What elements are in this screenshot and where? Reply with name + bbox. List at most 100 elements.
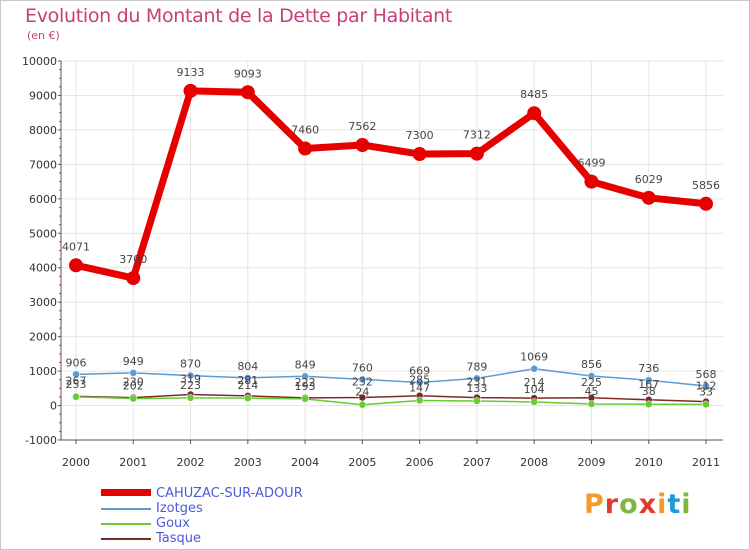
data-label: 45 (584, 385, 598, 398)
legend-swatch-tasque (101, 538, 151, 540)
data-point-1 (358, 375, 367, 384)
logo-letter: i (681, 489, 692, 520)
data-label: 789 (466, 360, 487, 373)
data-label: 232 (352, 376, 373, 389)
logo-letter: i (657, 489, 668, 520)
logo-letter: r (604, 489, 620, 520)
x-tick-label: 2001 (119, 456, 147, 469)
data-label: 7460 (291, 124, 319, 137)
x-tick-label: 2005 (348, 456, 376, 469)
data-label: 214 (237, 379, 258, 392)
data-label: 669 (409, 364, 430, 377)
data-label: 568 (696, 368, 717, 381)
data-label: 856 (581, 358, 602, 371)
x-tick-label: 2010 (635, 456, 663, 469)
data-point-2 (129, 394, 138, 403)
y-tick-label: 6000 (29, 193, 57, 206)
data-label: 8485 (520, 88, 548, 101)
data-label: 7312 (463, 129, 491, 142)
data-point-0 (527, 106, 542, 121)
data-label: 849 (295, 358, 316, 371)
data-point-2 (415, 396, 424, 405)
data-point-0 (69, 258, 83, 273)
data-label: 319 (180, 373, 201, 386)
logo-letter: t (667, 489, 682, 520)
data-label: 33 (699, 385, 713, 398)
data-point-1 (72, 370, 80, 379)
data-point-1 (473, 374, 481, 383)
data-point-1 (644, 376, 653, 384)
x-tick-label: 2008 (520, 456, 548, 469)
data-point-1 (530, 364, 538, 373)
data-point-2 (244, 394, 252, 402)
legend-swatch-izotges (101, 508, 151, 510)
x-tick-label: 2002 (177, 456, 205, 469)
data-label: 5856 (692, 179, 720, 192)
data-point-0 (126, 271, 141, 286)
data-label: 6029 (635, 173, 663, 186)
legend-swatch-cahuzac (101, 489, 151, 496)
data-label: 214 (524, 376, 545, 389)
x-tick-label: 2009 (577, 456, 605, 469)
data-label: 285 (409, 374, 430, 387)
y-tick-label: 5000 (29, 227, 57, 240)
data-point-1 (301, 372, 309, 381)
data-point-1 (244, 374, 252, 382)
data-label: 760 (352, 361, 373, 374)
data-point-0 (240, 85, 255, 100)
data-label: 253 (66, 378, 87, 391)
data-label: 38 (642, 385, 656, 398)
series-line-3 (75, 393, 707, 403)
data-label: 267 (66, 374, 87, 387)
data-label: 231 (466, 376, 487, 389)
data-label: 6499 (577, 157, 605, 170)
data-point-2 (702, 400, 710, 409)
data-point-2 (358, 400, 367, 409)
y-tick-label: 2000 (29, 331, 57, 344)
legend-label-cahuzac: CAHUZAC-SUR-ADOUR (156, 486, 303, 501)
legend-label-izotges: Izotges (156, 501, 203, 516)
data-point-0 (469, 146, 484, 161)
data-label: 736 (638, 362, 659, 375)
data-label: 3700 (119, 253, 147, 266)
data-label: 104 (524, 383, 545, 396)
data-point-2 (644, 400, 653, 408)
y-tick-label: 7000 (29, 158, 57, 171)
data-label: 949 (123, 355, 144, 368)
data-label: 133 (466, 382, 487, 395)
logo-letter: x (638, 489, 658, 520)
data-point-0 (298, 141, 313, 156)
data-point-2 (186, 394, 195, 402)
x-tick-label: 2000 (62, 456, 90, 469)
legend-label-tasque: Tasque (156, 531, 202, 546)
y-tick-label: -1000 (25, 434, 57, 447)
y-tick-label: 9000 (29, 89, 57, 102)
data-point-1 (702, 382, 710, 390)
legend-label-goux: Goux (156, 516, 190, 531)
data-label: 7300 (406, 129, 434, 142)
data-point-0 (183, 83, 198, 98)
data-point-2 (72, 393, 80, 401)
data-label: 24 (355, 386, 369, 399)
data-label: 167 (638, 378, 659, 391)
data-label: 870 (180, 358, 201, 371)
data-point-0 (412, 147, 427, 162)
x-tick-label: 2003 (234, 456, 262, 469)
x-tick-label: 2007 (463, 456, 491, 469)
data-label: 202 (123, 380, 144, 393)
data-label: 147 (409, 381, 430, 394)
data-label: 1069 (520, 351, 548, 364)
y-tick-label: 8000 (29, 124, 57, 137)
y-tick-label: 0 (50, 400, 57, 413)
data-point-0 (699, 196, 713, 211)
series-line-1 (75, 367, 707, 387)
data-label: 223 (180, 379, 201, 392)
data-point-0 (641, 190, 656, 205)
series-line-0 (72, 87, 710, 282)
y-tick-label: 3000 (29, 296, 57, 309)
data-label: 225 (581, 376, 602, 389)
data-point-2 (301, 395, 309, 403)
legend-swatch-goux (101, 523, 151, 525)
x-tick-label: 2006 (406, 456, 434, 469)
